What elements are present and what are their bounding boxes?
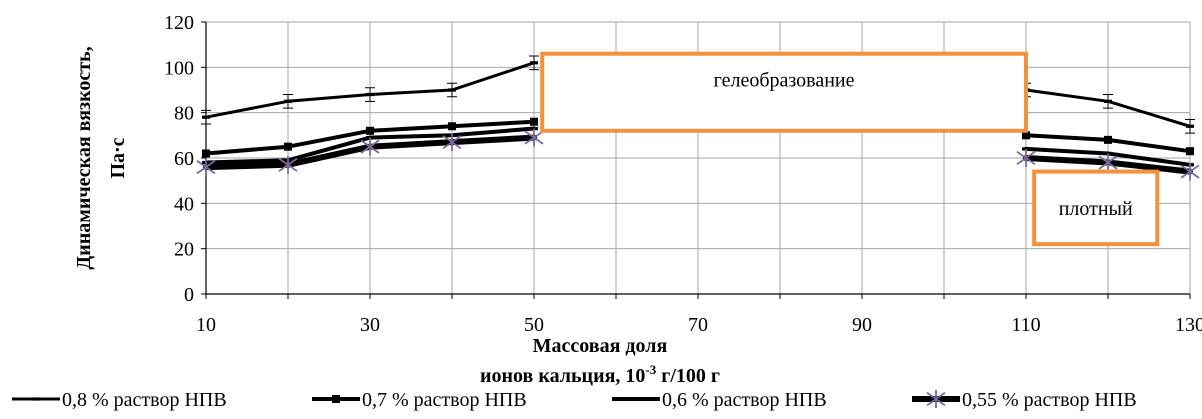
legend-label: 0,8 % раствор НПВ [62, 389, 227, 411]
x-axis-title-line1: Массовая доля [533, 335, 668, 357]
y-tick-label: 100 [164, 57, 194, 79]
data-point [366, 126, 374, 135]
dense-label: плотный [1059, 198, 1133, 220]
legend-item: 0,7 % раствор НПВ [312, 389, 527, 411]
x-axis-title-main: ионов кальция, 10 [480, 365, 645, 387]
x-tick-label: 70 [688, 314, 708, 336]
data-point [366, 136, 374, 140]
data-point [284, 142, 292, 151]
y-axis-title-line1: Динамическая вязкость, [73, 46, 95, 269]
data-point [360, 137, 380, 156]
legend-item: 0,55 % раствор НПВ [912, 389, 1137, 411]
x-tick-label: 50 [524, 314, 544, 336]
data-point [1022, 131, 1030, 140]
tick-labels: 0 20 40 60 80 100 120 10 30 50 70 90 110 130 [164, 12, 1202, 336]
y-tick-label: 0 [184, 284, 194, 306]
data-point [530, 126, 538, 131]
data-point [1104, 135, 1112, 144]
y-tick-label: 60 [174, 148, 194, 170]
legend-label: 0,6 % раствор НПВ [662, 389, 827, 411]
data-point [202, 149, 210, 158]
data-point [1186, 147, 1194, 156]
annotations: гелеобразование плотный [540, 51, 1160, 247]
data-point [524, 128, 544, 147]
data-point [1098, 153, 1118, 172]
legend-label: 0,7 % раствор НПВ [362, 389, 527, 411]
x-tick-label: 30 [360, 314, 380, 336]
legend: 0,8 % раствор НПВ 0,7 % раствор НПВ 0,6 % … [12, 389, 1137, 411]
data-point [202, 115, 210, 119]
data-point [448, 88, 456, 92]
data-point [366, 92, 374, 97]
y-tick-label: 40 [174, 193, 194, 215]
data-point [1186, 124, 1194, 128]
y-tick-label: 120 [164, 12, 194, 34]
series-lines [196, 55, 1200, 181]
data-point [442, 133, 462, 152]
axes [201, 21, 1191, 299]
legend-item: 0,6 % раствор НПВ [612, 389, 827, 411]
data-point [926, 390, 946, 408]
data-point [1104, 99, 1112, 103]
data-point [1016, 149, 1036, 167]
legend-item: 0,8 % раствор НПВ [12, 389, 227, 411]
y-axis-title-line2: Па·с [107, 137, 129, 178]
data-point [332, 395, 340, 403]
data-point [1022, 147, 1030, 151]
y-tick-label: 20 [174, 239, 194, 261]
data-point [530, 61, 538, 65]
data-point [530, 117, 538, 126]
data-point [1180, 162, 1200, 181]
x-tick-label: 90 [852, 314, 872, 336]
data-point [196, 158, 216, 177]
y-tick-label: 80 [174, 103, 194, 125]
legend-label: 0,55 % раствор НПВ [962, 389, 1137, 411]
x-axis-title-tail: г/100 г [656, 365, 720, 387]
x-tick-label: 10 [196, 314, 216, 336]
x-axis-title-sup: -3 [645, 362, 656, 377]
data-point [278, 155, 298, 174]
data-point [1104, 151, 1112, 156]
x-tick-label: 130 [1175, 314, 1202, 336]
x-axis-title-line2: ионов кальция, 10-3 г/100 г [480, 362, 720, 387]
x-tick-label: 110 [1011, 314, 1040, 336]
data-point [632, 397, 640, 401]
gelation-box [540, 51, 1028, 133]
data-point [32, 397, 40, 401]
data-point [284, 99, 292, 103]
dense-box [1032, 169, 1160, 247]
data-point [448, 122, 456, 131]
gelation-label: гелеобразование [714, 70, 855, 92]
